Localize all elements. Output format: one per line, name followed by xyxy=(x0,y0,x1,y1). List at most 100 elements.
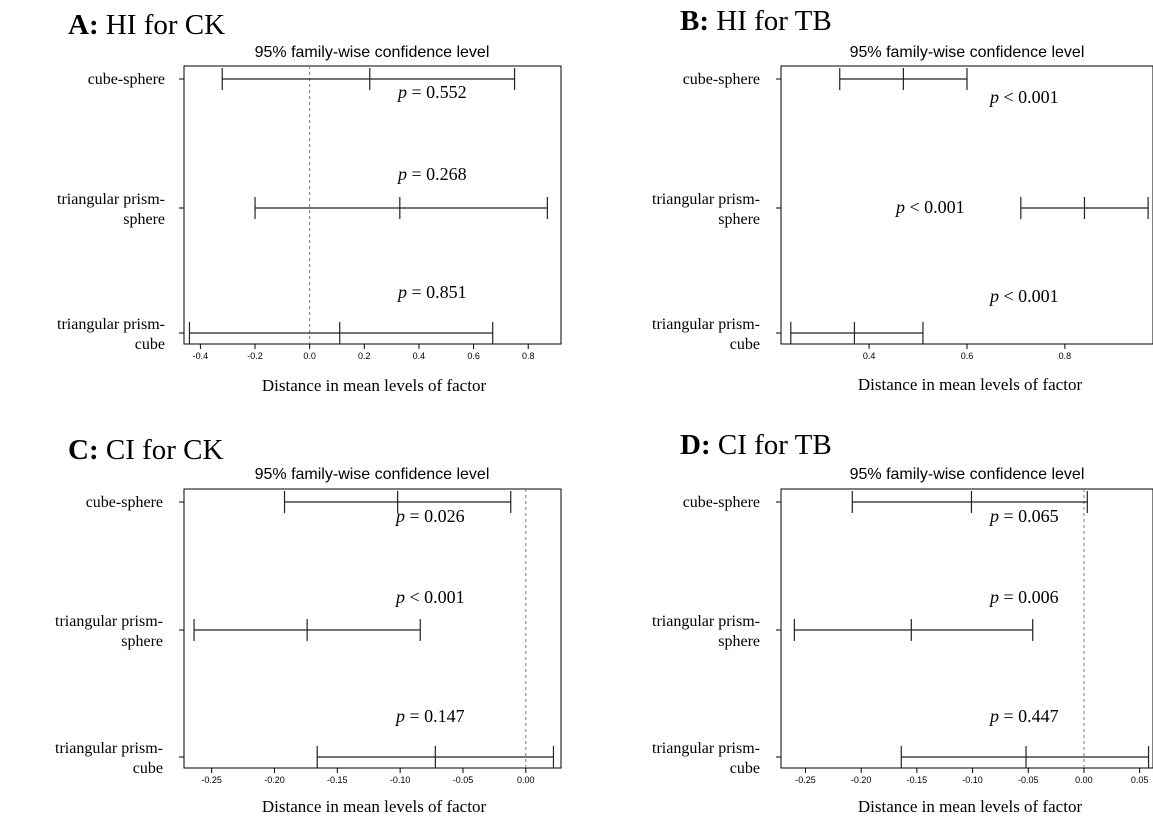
plot-frame xyxy=(780,488,1153,769)
p-symbol: p xyxy=(394,506,405,526)
x-tick-label: 0.00 xyxy=(1075,775,1093,785)
chart-subtitle: 95% family-wise confidence level xyxy=(255,44,490,61)
p-value-text: = 0.065 xyxy=(999,506,1059,526)
panel-title-text: HI for TB xyxy=(709,5,832,37)
p-symbol: p xyxy=(988,506,999,526)
x-tick-label: 0.4 xyxy=(863,351,876,361)
chart-subtitle: 95% family-wise confidence level xyxy=(850,466,1085,483)
x-tick-label: -0.20 xyxy=(264,775,285,785)
comparison-label: cube xyxy=(135,336,165,353)
panel-title: D: CI for TB xyxy=(680,429,832,461)
p-value-label: p = 0.065 xyxy=(988,506,1059,526)
p-value-label: p < 0.001 xyxy=(988,87,1059,107)
panel-letter: A: xyxy=(68,9,99,41)
x-axis-label: Distance in mean levels of factor xyxy=(262,376,487,395)
x-tick-label: 0.8 xyxy=(522,351,535,361)
comparison-label: triangular prism- xyxy=(57,316,165,333)
x-tick-label: 0.8 xyxy=(1059,351,1072,361)
p-value-text: = 0.268 xyxy=(407,164,467,184)
p-symbol: p xyxy=(988,587,999,607)
p-value-label: p < 0.001 xyxy=(394,587,465,607)
p-value-label: p = 0.552 xyxy=(396,82,467,102)
comparison-label: sphere xyxy=(718,211,760,228)
p-value-label: p = 0.026 xyxy=(394,506,465,526)
x-tick-label: -0.20 xyxy=(851,775,872,785)
p-symbol: p xyxy=(988,706,999,726)
p-value-label: p = 0.147 xyxy=(394,706,465,726)
p-symbol: p xyxy=(394,706,405,726)
p-value-label: p = 0.447 xyxy=(988,706,1059,726)
comparison-label: sphere xyxy=(718,633,760,650)
p-value-label: p < 0.001 xyxy=(894,197,965,217)
p-value-text: < 0.001 xyxy=(999,87,1059,107)
comparison-label: cube-sphere xyxy=(683,494,760,511)
comparison-label: triangular prism- xyxy=(652,316,760,333)
comparison-label: cube xyxy=(730,760,760,777)
panel-letter: C: xyxy=(68,434,99,466)
comparison-label: triangular prism- xyxy=(57,191,165,208)
x-tick-label: 0.2 xyxy=(358,351,371,361)
p-value-text: = 0.026 xyxy=(405,506,465,526)
p-symbol: p xyxy=(394,587,405,607)
p-value-label: p = 0.268 xyxy=(396,164,467,184)
comparison-label: cube-sphere xyxy=(683,71,760,88)
x-tick-label: -0.05 xyxy=(1018,775,1039,785)
chart-panel-2: B: HI for TB 95% family-wise confidence l… xyxy=(652,5,1153,394)
x-tick-label: 0.00 xyxy=(517,775,535,785)
p-value-label: p < 0.001 xyxy=(988,286,1059,306)
plot-frame xyxy=(183,488,562,769)
p-value-text: = 0.006 xyxy=(999,587,1059,607)
chart-panel-1: A: HI for CK 95% family-wise confidence l… xyxy=(57,9,562,395)
p-symbol: p xyxy=(396,82,407,102)
comparison-label: triangular prism- xyxy=(55,740,163,757)
p-symbol: p xyxy=(988,286,999,306)
comparison-label: triangular prism- xyxy=(652,740,760,757)
chart-subtitle: 95% family-wise confidence level xyxy=(255,466,490,483)
x-tick-label: 0.6 xyxy=(467,351,480,361)
p-symbol: p xyxy=(894,197,905,217)
x-tick-label: 0.6 xyxy=(961,351,974,361)
comparison-label: sphere xyxy=(121,633,163,650)
x-tick-label: -0.10 xyxy=(390,775,411,785)
comparison-label: cube xyxy=(730,336,760,353)
chart-panel-3: C: CI for CK 95% family-wise confidence l… xyxy=(55,434,562,816)
p-value-label: p = 0.006 xyxy=(988,587,1059,607)
panel-title: B: HI for TB xyxy=(680,5,832,37)
x-tick-label: -0.10 xyxy=(962,775,983,785)
comparison-label: triangular prism- xyxy=(652,613,760,630)
chart-panel-4: D: CI for TB 95% family-wise confidence l… xyxy=(652,429,1153,816)
x-tick-label: 0.05 xyxy=(1131,775,1149,785)
comparison-label: cube-sphere xyxy=(86,494,163,511)
x-axis-label: Distance in mean levels of factor xyxy=(262,797,487,816)
comparison-label: triangular prism- xyxy=(652,191,760,208)
p-value-text: < 0.001 xyxy=(905,197,965,217)
p-value-text: = 0.552 xyxy=(407,82,467,102)
plot-frame xyxy=(780,65,1153,345)
panel-title: C: CI for CK xyxy=(68,434,224,466)
x-tick-label: -0.25 xyxy=(201,775,222,785)
x-tick-label: -0.4 xyxy=(193,351,209,361)
panel-title-text: HI for CK xyxy=(99,9,226,41)
x-tick-label: -0.2 xyxy=(247,351,263,361)
x-tick-label: -0.15 xyxy=(907,775,928,785)
x-axis-label: Distance in mean levels of factor xyxy=(858,375,1083,394)
p-symbol: p xyxy=(396,282,407,302)
p-value-text: < 0.001 xyxy=(999,286,1059,306)
comparison-label: cube-sphere xyxy=(88,71,165,88)
p-symbol: p xyxy=(396,164,407,184)
x-tick-label: 0.0 xyxy=(303,351,316,361)
panel-letter: B: xyxy=(680,5,709,37)
panel-letter: D: xyxy=(680,429,711,461)
p-value-text: = 0.147 xyxy=(405,706,465,726)
x-tick-label: -0.15 xyxy=(327,775,348,785)
panel-title-text: CI for TB xyxy=(711,429,832,461)
panel-title: A: HI for CK xyxy=(68,9,225,41)
comparison-label: triangular prism- xyxy=(55,613,163,630)
p-value-label: p = 0.851 xyxy=(396,282,467,302)
p-value-text: = 0.851 xyxy=(407,282,467,302)
p-value-text: < 0.001 xyxy=(405,587,465,607)
comparison-label: sphere xyxy=(123,211,165,228)
x-axis-label: Distance in mean levels of factor xyxy=(858,797,1083,816)
x-tick-label: 0.4 xyxy=(413,351,426,361)
chart-subtitle: 95% family-wise confidence level xyxy=(850,44,1085,61)
